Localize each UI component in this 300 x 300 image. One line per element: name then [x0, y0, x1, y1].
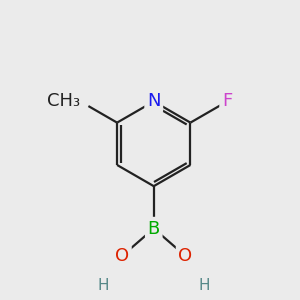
Text: O: O [115, 247, 129, 265]
Text: F: F [222, 92, 232, 110]
Text: H: H [199, 278, 210, 293]
Text: O: O [178, 247, 193, 265]
Text: H: H [97, 278, 109, 293]
Text: CH₃: CH₃ [47, 92, 80, 110]
Text: N: N [147, 92, 160, 110]
Text: B: B [148, 220, 160, 238]
